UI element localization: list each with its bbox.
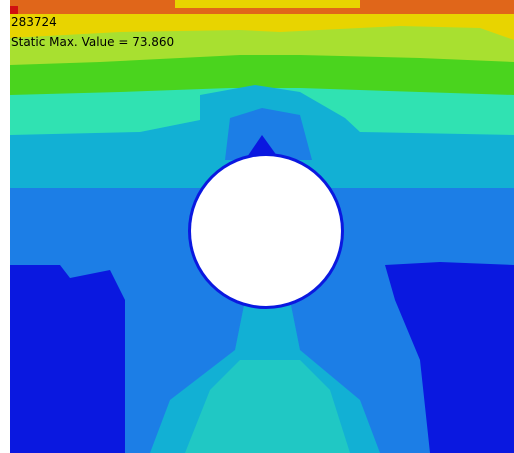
band-orange [10, 0, 514, 14]
band-blue-bump [225, 108, 312, 160]
contour-bands [10, 0, 514, 453]
max-value-label: Static Max. Value = 73.860 [11, 35, 174, 49]
hole [191, 156, 341, 306]
band-teal-lower [185, 360, 350, 453]
band-darkblue-right [385, 262, 514, 453]
model-id: 283724 [11, 15, 57, 29]
band-darkblue-left [10, 265, 125, 453]
band-green [10, 55, 514, 100]
corner-marker [10, 6, 18, 14]
